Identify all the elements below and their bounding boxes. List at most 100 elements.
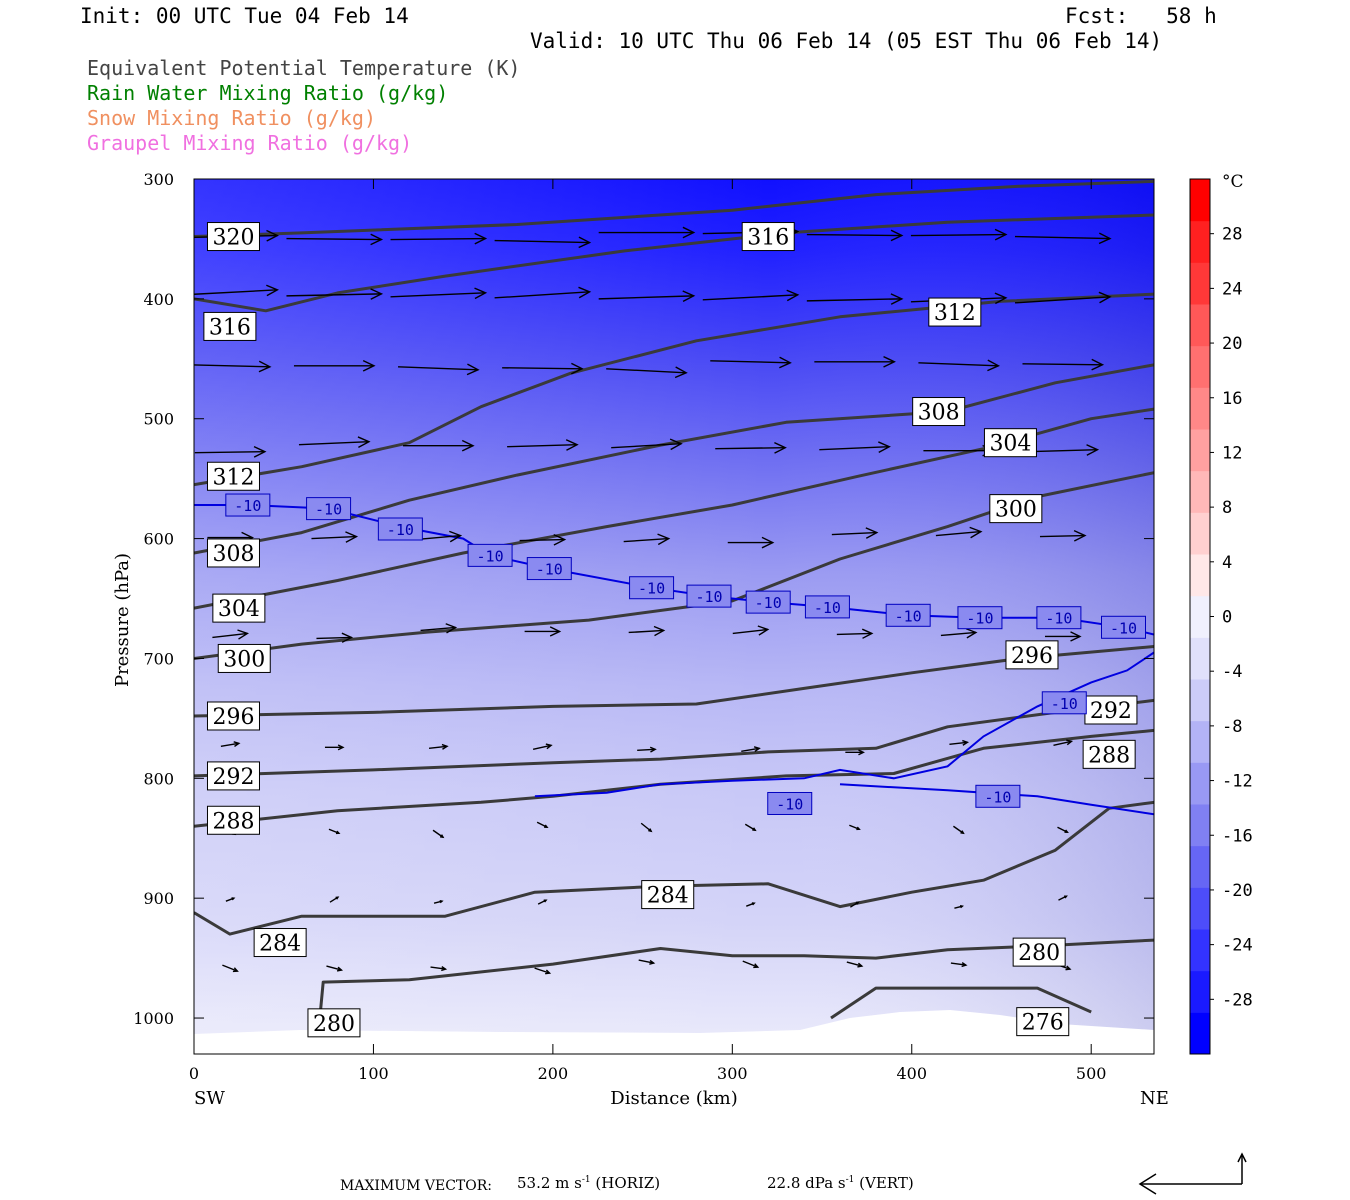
wind-vector-head [653,625,666,637]
wind-vector [1057,826,1068,833]
wind-vector-head [341,632,354,643]
contour-label: 300 [995,498,1037,523]
isotherm-label: -10 [1045,610,1072,628]
wind-vector [390,237,486,241]
isotherm-label: -10 [966,610,993,628]
wind-vector [598,295,694,300]
isotherm-minus10-line [194,504,1154,636]
wind-vector [534,967,550,974]
wind-vector-head [1091,358,1105,371]
isotherm-label-box [1041,691,1087,715]
wind-vector-head [237,629,249,640]
isotherm-label: -10 [638,580,665,598]
legend-theta-e: Equivalent Potential Temperature (K) [87,56,521,80]
isotherm-label: -10 [1051,695,1078,713]
contour-label: 284 [259,932,301,957]
isotherm-minus10-line [839,783,1154,816]
theta-e-contour-304 [194,407,1154,610]
x-tick-label: 500 [1076,1064,1107,1083]
contour-label: 288 [212,809,254,834]
wind-vector-head [549,626,562,637]
wind-vector-head [370,233,384,246]
wind-vector-head [345,531,359,543]
colorbar-swatch [1190,387,1210,430]
contour-label-box [912,397,966,427]
colorbar-swatch [1190,595,1210,638]
x-tick-label: 200 [538,1064,569,1083]
wind-vector [286,293,382,297]
valid-time: Valid: 10 UTC Thu 06 Feb 14 (05 EST Thu … [530,29,1163,53]
colorbar-tick-label: -8 [1222,717,1242,737]
colorbar-swatch [1190,762,1210,805]
wind-vector-head [1086,444,1100,456]
theta-e-contour-316 [194,213,1154,313]
wind-vector [846,961,863,967]
wind-vector-head [370,288,384,300]
wind-vector-head [441,743,449,750]
wind-vector [494,239,590,244]
isotherm-label: -10 [814,599,841,617]
wind-vector-head [357,436,371,448]
contour-label: 292 [1090,699,1132,724]
contour-label-box [206,538,260,568]
colorbar-swatch [1190,262,1210,305]
wind-vector-head [962,739,970,746]
contour-label: 280 [313,1012,355,1037]
isotherm-label: -10 [234,497,261,515]
colorbar-tick-label: -12 [1222,772,1253,792]
wind-vector [519,538,565,542]
wind-vector-head [861,628,874,639]
wind-vector-head [960,830,965,835]
contour-label: 308 [918,401,960,426]
wind-vector-head [578,236,592,249]
isotherm-minus10-line [534,651,1154,798]
wind-vector [940,631,976,637]
wind-vector-head [1065,965,1072,971]
contour-label-box [741,222,795,252]
wind-vector-head [994,292,1008,305]
wind-vector-head [855,901,860,905]
wind-vector-head [751,902,756,906]
legend-graupel: Graupel Mixing Ratio (g/kg) [87,131,413,155]
wind-vector-head [649,959,656,965]
plot-frame [193,178,1155,1055]
wind-vector [742,960,759,968]
wind-vector-head [266,229,279,242]
wind-vector-head [335,896,340,900]
wind-vector-head [1073,529,1087,542]
contour-label-box [217,643,271,673]
wind-vector-head [969,526,983,539]
wind-vector-head [1098,291,1112,304]
contour-label: 296 [212,705,254,730]
colorbar-swatch [1190,929,1210,972]
wind-vector [220,742,240,748]
wind-vector-head [474,232,488,245]
wind-vector [806,298,902,302]
wind-vector-head [657,533,671,546]
x-right-direction: NE [1140,1088,1169,1109]
wind-vector-head [545,969,552,975]
contour-label: 288 [1088,743,1130,768]
isotherm-label: -10 [776,795,803,813]
y-tick-label: 400 [143,290,174,309]
contour-label-box [1084,695,1138,725]
wind-vector-head [565,439,579,451]
wind-vector-head [362,359,376,372]
wind-vector-head [232,967,239,973]
contour-label-box [212,593,266,623]
colorbar-swatch [1190,345,1210,388]
wind-vector-head [959,904,964,909]
wind-vector-head [994,228,1008,241]
y-tick-label: 500 [143,410,174,429]
wind-vector [710,360,791,364]
wind-vector [935,530,981,537]
y-tick-label: 1000 [133,1009,174,1028]
colorbar-swatch [1190,679,1210,722]
colorbar-tick-label: 0 [1222,608,1232,628]
contour-label-box [641,880,695,910]
wind-vector-head [682,290,696,303]
wind-vector-head [553,533,567,546]
wind-vector [628,629,664,634]
wind-vector-head [757,625,770,636]
contour-label: 316 [209,315,251,340]
